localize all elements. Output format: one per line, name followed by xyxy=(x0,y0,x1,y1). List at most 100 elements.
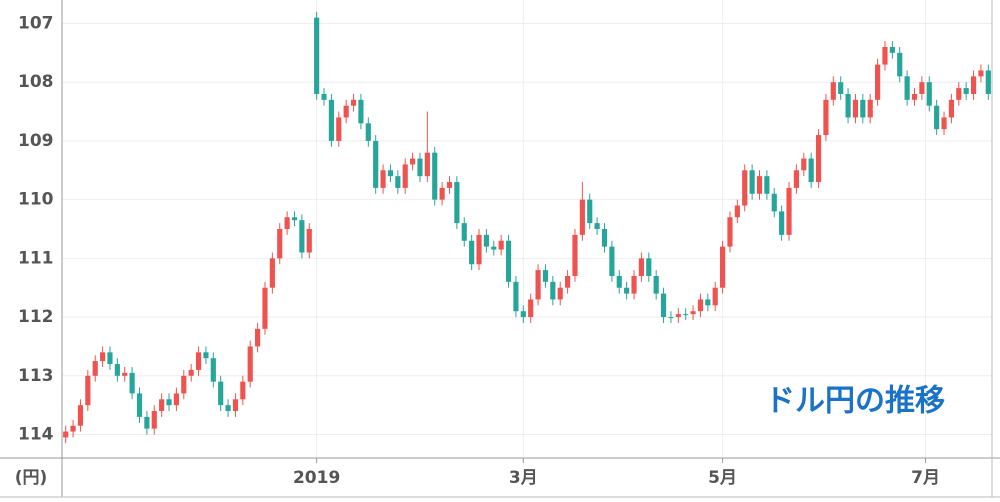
candle-body xyxy=(668,317,674,319)
y-tick-label: 114 xyxy=(18,425,54,445)
candle-body xyxy=(823,99,829,136)
candle-body xyxy=(572,234,578,276)
candle-body xyxy=(609,246,615,276)
candle-body xyxy=(410,158,416,165)
candle-body xyxy=(85,375,91,406)
candle-body xyxy=(660,293,667,318)
candle-body xyxy=(624,287,630,294)
candle-body xyxy=(779,211,785,235)
candle-body xyxy=(786,187,792,235)
candles xyxy=(63,11,991,444)
y-axis-label: (円) xyxy=(15,468,48,488)
candle-body xyxy=(343,105,349,118)
x-tick-label: 2019 xyxy=(293,468,340,488)
candle-body xyxy=(166,399,172,406)
candle-body xyxy=(151,411,157,429)
candle-body xyxy=(697,299,704,312)
candle-body xyxy=(417,158,423,177)
candle-body xyxy=(336,117,342,141)
candle-body xyxy=(446,182,453,188)
candle-body xyxy=(63,431,69,438)
candle-body xyxy=(889,46,895,53)
candle-body xyxy=(838,82,844,94)
candle-body xyxy=(742,170,748,206)
candle-body xyxy=(424,152,430,177)
candle-body xyxy=(956,88,962,100)
candle-body xyxy=(70,425,76,432)
candle-body xyxy=(328,99,334,141)
candle-body xyxy=(129,372,135,394)
candle-body xyxy=(897,52,903,77)
candle-body xyxy=(240,381,246,400)
candle-body xyxy=(498,240,504,250)
candle-body xyxy=(867,99,873,118)
candle-body xyxy=(306,229,312,253)
candle-body xyxy=(845,93,851,118)
candle-body xyxy=(550,281,556,300)
candle-body xyxy=(875,64,881,100)
candle-body xyxy=(911,93,918,100)
candle-body xyxy=(314,17,320,94)
candle-body xyxy=(299,220,305,253)
candle-body xyxy=(734,205,740,218)
candle-body xyxy=(594,223,600,229)
candle-body xyxy=(144,416,150,429)
candle-body xyxy=(269,258,275,288)
candle-body xyxy=(210,358,216,382)
candle-body xyxy=(815,135,822,183)
candle-body xyxy=(358,99,364,124)
y-tick-label: 109 xyxy=(18,131,54,151)
candle-body xyxy=(173,393,179,406)
candle-body xyxy=(92,361,98,376)
y-tick-label: 107 xyxy=(18,13,54,33)
candle-body xyxy=(720,246,726,288)
candle-body xyxy=(291,217,298,221)
candle-body xyxy=(934,105,940,130)
candle-body xyxy=(365,123,371,141)
y-tick-label: 110 xyxy=(18,190,54,210)
candle-body xyxy=(653,275,659,294)
candle-body xyxy=(616,275,622,288)
candle-body xyxy=(114,364,120,376)
candle-body xyxy=(764,176,770,194)
candle-body xyxy=(395,176,401,188)
candle-body xyxy=(255,328,261,347)
candle-body xyxy=(904,76,910,100)
y-tick-label: 112 xyxy=(18,307,54,327)
candle-body xyxy=(535,270,541,300)
x-tick-label: 3月 xyxy=(509,468,538,488)
candle-body xyxy=(926,82,932,106)
candle-body xyxy=(350,99,357,106)
candle-body xyxy=(882,46,888,65)
candle-body xyxy=(107,352,113,365)
candle-body xyxy=(793,170,799,188)
candle-body xyxy=(646,258,652,276)
candle-body xyxy=(860,99,866,118)
candle-body xyxy=(601,229,608,247)
candle-body xyxy=(284,217,290,229)
candle-body xyxy=(159,399,165,412)
candle-body xyxy=(520,311,526,318)
candle-body xyxy=(801,158,807,171)
candle-body xyxy=(948,99,954,118)
candle-body xyxy=(985,70,991,94)
candle-body xyxy=(542,270,549,282)
candle-body xyxy=(203,352,209,359)
candle-body xyxy=(439,187,445,200)
candle-body xyxy=(970,76,977,94)
candle-body xyxy=(454,182,460,224)
candle-body xyxy=(402,164,408,188)
candle-body xyxy=(122,372,128,376)
candle-body xyxy=(852,99,859,118)
x-tick-label: 7月 xyxy=(911,468,940,488)
candle-body xyxy=(771,193,777,212)
x-tick-label: 5月 xyxy=(708,468,737,488)
candle-body xyxy=(919,82,925,94)
candle-body xyxy=(749,170,755,194)
candle-body xyxy=(262,287,268,329)
candle-body xyxy=(469,240,475,265)
candle-body xyxy=(565,275,571,288)
candle-body xyxy=(380,170,386,188)
